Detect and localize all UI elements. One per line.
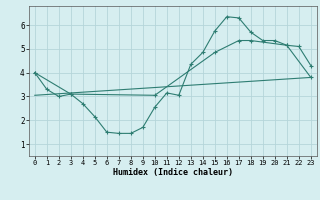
X-axis label: Humidex (Indice chaleur): Humidex (Indice chaleur) (113, 168, 233, 177)
